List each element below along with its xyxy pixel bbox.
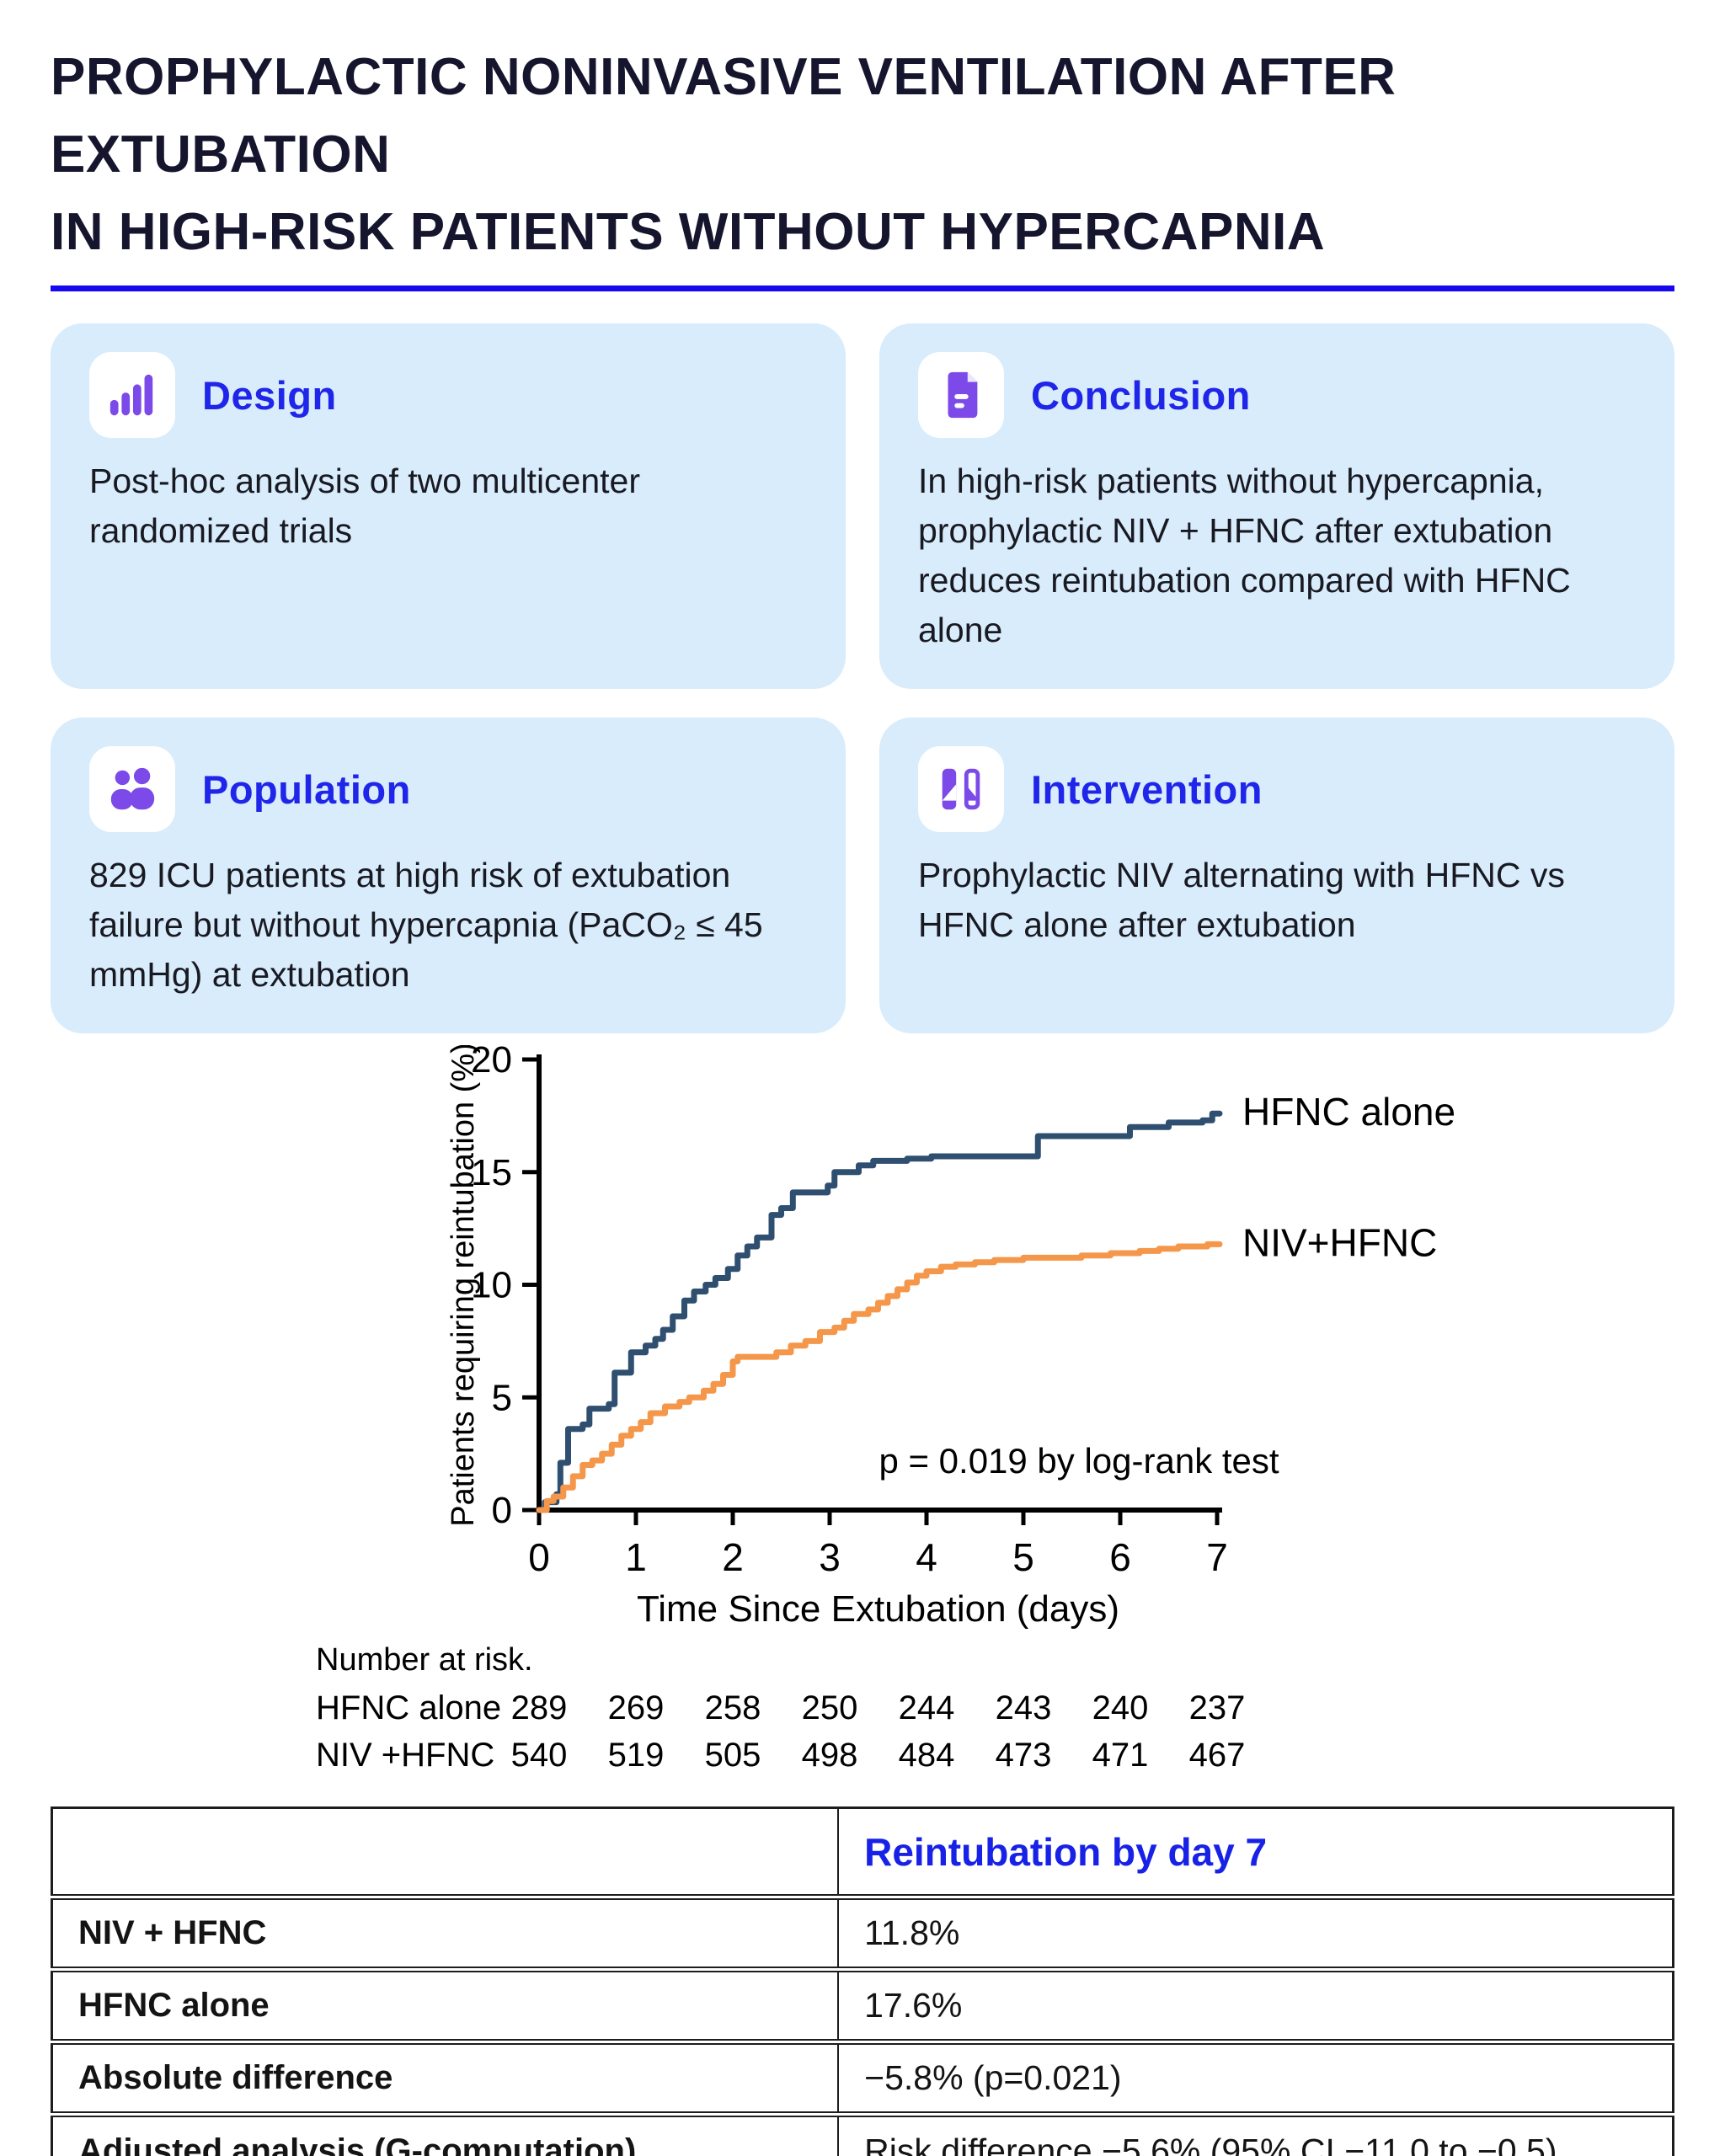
- number-at-risk-value: 289: [511, 1689, 568, 1726]
- kaplan-meier-chart: 0 5 10 15 20 0 1 2 3 4 5 6 7 Time Since Extubation (d…: [261, 1045, 1674, 1803]
- alternating-therapy-icon: [918, 746, 1004, 833]
- people-icon: [89, 746, 175, 833]
- x-tick-label: 5: [1012, 1535, 1034, 1579]
- number-at-risk-value: 250: [802, 1689, 858, 1726]
- card-conclusion-body: In high-risk patients without hypercapni…: [918, 462, 1571, 650]
- y-tick-label: 20: [471, 1045, 512, 1081]
- row-adjusted-analysis-value: Risk difference −5.6% (95% CI −11.0 to −…: [838, 2111, 1674, 2156]
- card-design-header: Design: [89, 352, 807, 439]
- card-intervention: Intervention Prophylactic NIV alternatin…: [879, 718, 1674, 1034]
- row-hfnc-alone-value: 17.6%: [838, 1967, 1674, 2042]
- table-row: Absolute difference −5.8% (p=0.021): [51, 2039, 1674, 2115]
- series-label: HFNC alone: [1242, 1091, 1455, 1134]
- summary-cards: Design Post-hoc analysis of two multicen…: [51, 323, 1674, 1034]
- number-at-risk-value: 471: [1092, 1737, 1149, 1774]
- number-at-risk-value: 498: [802, 1737, 858, 1774]
- table-row: Adjusted analysis (G-computation) Risk d…: [51, 2111, 1674, 2156]
- series-line-hfnc-alone: [536, 1111, 1223, 1513]
- series-line-niv-hfnc: [536, 1241, 1223, 1513]
- card-design-body: Post-hoc analysis of two multicenter ran…: [89, 462, 640, 551]
- card-conclusion: Conclusion In high-risk patients without…: [879, 323, 1674, 690]
- card-intervention-body: Prophylactic NIV alternating with HFNC v…: [918, 856, 1565, 945]
- card-population: Population 829 ICU patients at high risk…: [51, 718, 846, 1034]
- x-tick-label: 6: [1109, 1535, 1131, 1579]
- number-at-risk-value: 258: [705, 1689, 761, 1726]
- number-at-risk-row-label: NIV +HFNC: [316, 1737, 494, 1774]
- top-divider: [51, 286, 1674, 292]
- card-design-title: Design: [202, 372, 337, 418]
- number-at-risk-value: 519: [608, 1737, 665, 1774]
- x-tick-label: 2: [722, 1535, 744, 1579]
- number-at-risk-value: 240: [1092, 1689, 1149, 1726]
- number-at-risk-value: 540: [511, 1737, 568, 1774]
- row-absolute-difference-value: −5.8% (p=0.021): [838, 2039, 1674, 2115]
- number-at-risk-value: 473: [996, 1737, 1052, 1774]
- km-chart-svg: 0 5 10 15 20 0 1 2 3 4 5 6 7 Time Since Extubation (d…: [316, 1045, 1455, 1774]
- number-at-risk-value: 467: [1189, 1737, 1246, 1774]
- y-tick-label: 0: [492, 1490, 512, 1531]
- number-at-risk-value: 243: [996, 1689, 1052, 1726]
- number-at-risk-value: 484: [899, 1737, 955, 1774]
- x-tick-label: 7: [1206, 1535, 1228, 1579]
- series-label: NIV+HFNC: [1242, 1221, 1437, 1265]
- card-conclusion-title: Conclusion: [1031, 372, 1251, 418]
- number-at-risk-value: 269: [608, 1689, 665, 1726]
- document-icon: [918, 352, 1004, 439]
- number-at-risk-row-label: HFNC alone: [316, 1689, 501, 1726]
- page-title-line1: Prophylactic noninvasive ventilation aft…: [51, 48, 1397, 184]
- y-tick-label: 10: [471, 1265, 512, 1306]
- table-row: HFNC alone 17.6%: [51, 1967, 1674, 2042]
- p-value-annotation: p = 0.019 by log-rank test: [879, 1441, 1279, 1481]
- page-title: Prophylactic noninvasive ventilation aft…: [51, 39, 1674, 270]
- x-axis-title: Time Since Extubation (days): [637, 1588, 1119, 1630]
- y-tick-label: 15: [471, 1152, 512, 1193]
- card-conclusion-header: Conclusion: [918, 352, 1636, 439]
- card-population-body: 829 ICU patients at high risk of extubat…: [89, 856, 763, 995]
- results-table-outcome-header: Reintubation by day 7: [838, 1807, 1674, 1901]
- card-intervention-title: Intervention: [1031, 766, 1263, 812]
- number-at-risk-value: 237: [1189, 1689, 1246, 1726]
- y-tick-label: 5: [492, 1378, 512, 1419]
- results-table: Reintubation by day 7 NIV + HFNC 11.8% H…: [51, 1806, 1674, 2156]
- page-title-line2: in high-risk patients without hypercapni…: [51, 202, 1326, 261]
- table-row: NIV + HFNC 11.8%: [51, 1897, 1674, 1970]
- y-axis-title: Patients requiring reintubation (%): [446, 1045, 481, 1527]
- x-tick-label: 0: [528, 1535, 550, 1579]
- card-population-header: Population: [89, 746, 807, 833]
- results-table-header-row: Reintubation by day 7: [51, 1807, 1674, 1901]
- row-hfnc-alone-label: HFNC alone: [51, 1967, 840, 2042]
- x-tick-label: 1: [625, 1535, 647, 1579]
- card-population-title: Population: [202, 766, 411, 812]
- number-at-risk-value: 244: [899, 1689, 955, 1726]
- row-adjusted-analysis-label: Adjusted analysis (G-computation): [51, 2111, 840, 2156]
- card-design: Design Post-hoc analysis of two multicen…: [51, 323, 846, 690]
- results-table-empty-header: [51, 1807, 840, 1901]
- bar-chart-icon: [89, 352, 175, 439]
- row-niv-hfnc-label: NIV + HFNC: [51, 1897, 840, 1970]
- number-at-risk-title: Number at risk.: [316, 1642, 533, 1678]
- x-tick-label: 3: [819, 1535, 841, 1579]
- card-intervention-header: Intervention: [918, 746, 1636, 833]
- row-niv-hfnc-value: 11.8%: [864, 1913, 960, 1953]
- x-tick-label: 4: [916, 1535, 937, 1579]
- row-absolute-difference-label: Absolute difference: [51, 2039, 840, 2115]
- number-at-risk-value: 505: [705, 1737, 761, 1774]
